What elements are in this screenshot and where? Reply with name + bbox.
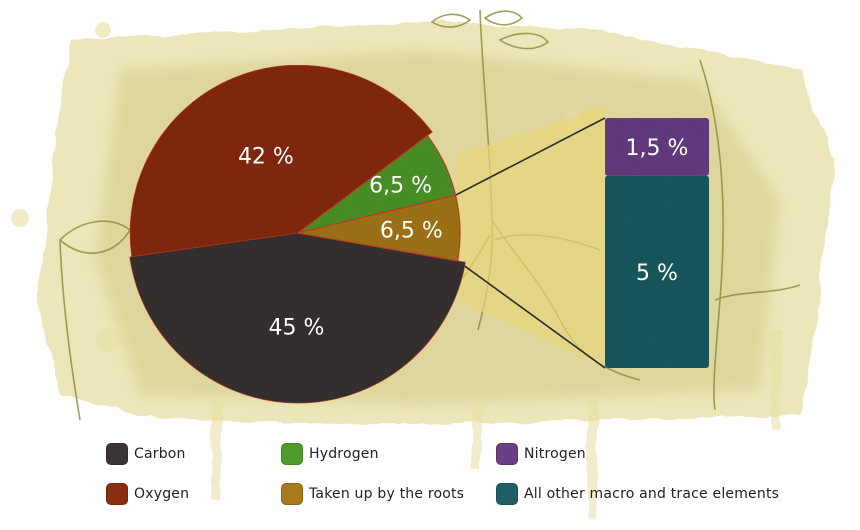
connector-line-bottom [457,260,606,369]
data-label-other-elements: 5 % [636,261,678,286]
pie-slice-roots [297,194,461,262]
pie-slice-oxygen [129,64,433,258]
connector-line-top [455,117,606,196]
pie-slice-carbon [129,232,466,404]
breakdown-connector [455,106,606,369]
data-label-nitrogen: 1,5 % [626,136,689,161]
data-label-oxygen: 42 % [238,144,294,169]
data-label-hydrogen: 6,5 % [369,174,432,199]
data-label-carbon: 45 % [269,316,325,341]
breakdown-bar [605,118,709,368]
breakdown-segment-nitrogen [605,118,709,176]
breakdown-segment-other-elements [605,175,709,368]
data-label-roots: 6,5 % [380,218,443,243]
pie [129,64,466,404]
